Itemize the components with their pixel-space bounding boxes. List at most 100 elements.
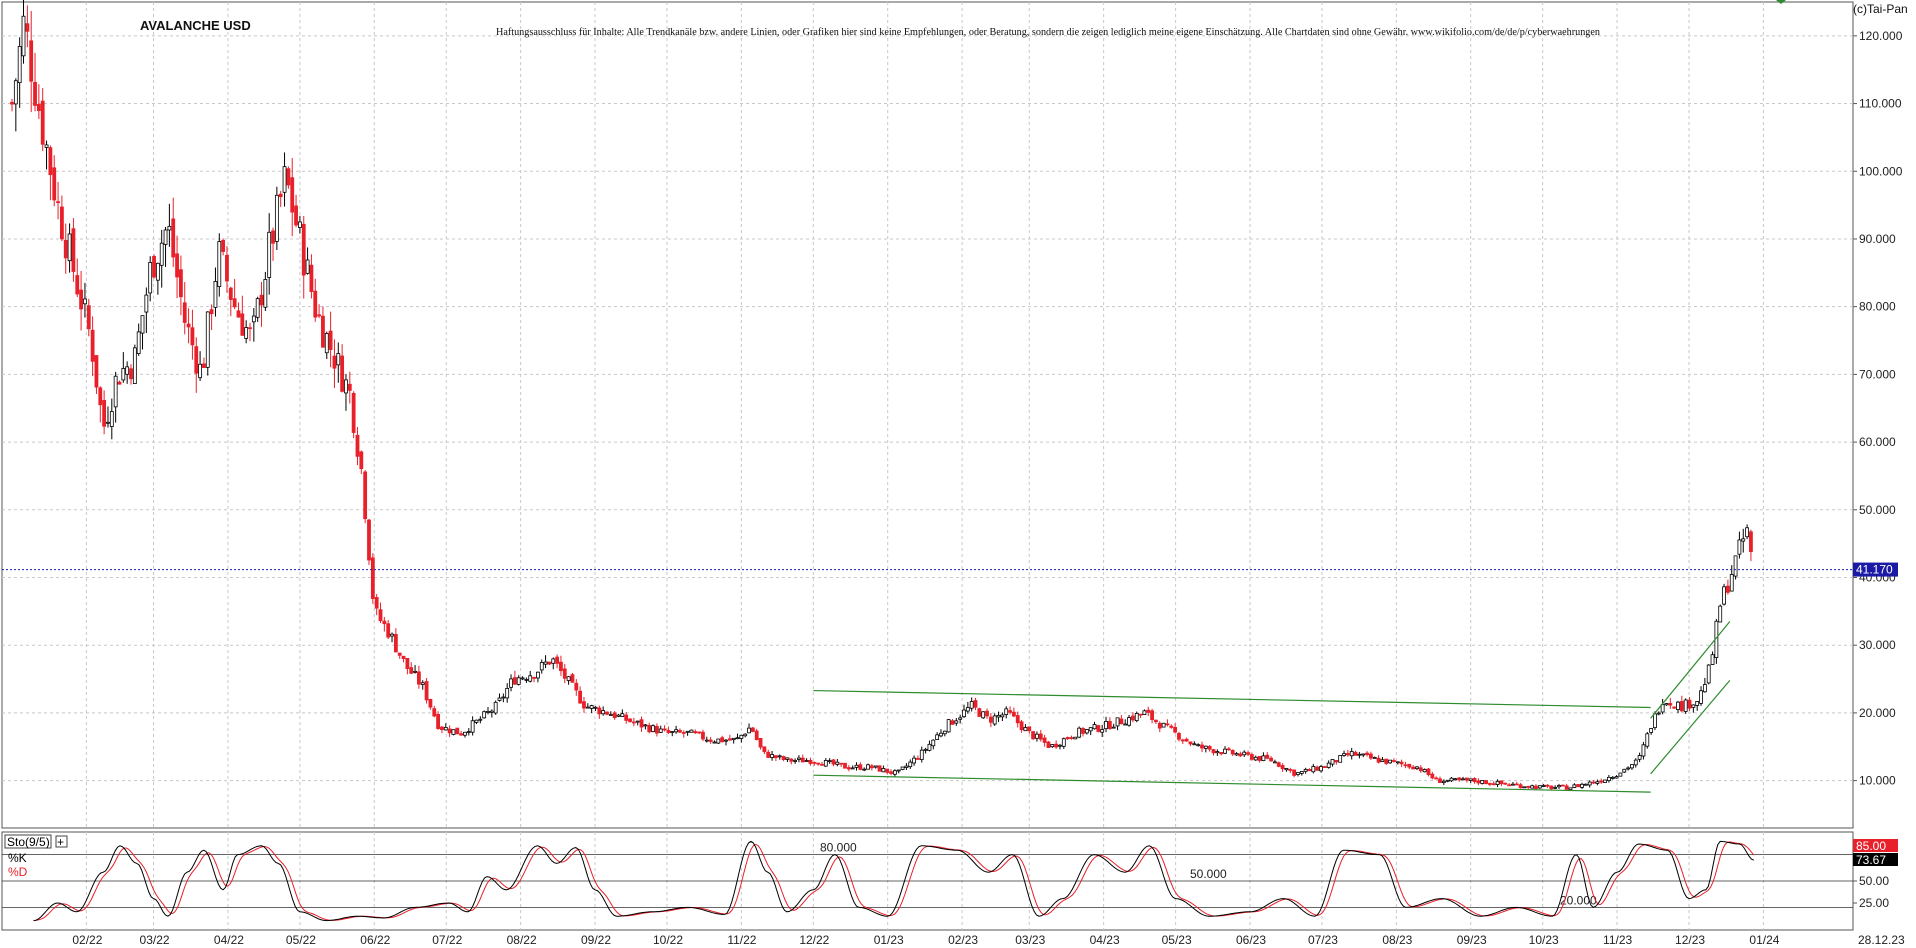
price-panel-frame xyxy=(1,1,1854,829)
candle-body xyxy=(1591,781,1596,784)
candle-body xyxy=(543,661,548,665)
candle-body xyxy=(939,732,943,737)
candle-body xyxy=(182,302,187,323)
candle-body xyxy=(1269,757,1273,762)
candle-body xyxy=(620,713,625,717)
candle-body xyxy=(117,381,122,385)
candle-body xyxy=(75,275,80,295)
candle-body xyxy=(1518,784,1523,789)
candle-body xyxy=(1203,745,1208,749)
candle-body xyxy=(1054,743,1059,748)
candle-body xyxy=(1142,710,1147,715)
candle-body xyxy=(693,731,698,734)
candle-body xyxy=(1188,741,1193,745)
candle-body xyxy=(282,166,287,193)
candle-body xyxy=(559,661,563,672)
candle-body xyxy=(704,739,709,742)
candle-body xyxy=(436,713,440,729)
price-axis: 10.00020.00030.00040.00050.00060.00070.0… xyxy=(1853,29,1903,788)
y-tick-label: 70.000 xyxy=(1859,367,1896,381)
candle-body xyxy=(240,313,245,336)
candle-body xyxy=(1238,753,1243,757)
candle-body xyxy=(470,720,475,733)
candle-body xyxy=(336,353,341,366)
trend-line[interactable] xyxy=(813,689,1651,709)
candle-body xyxy=(386,623,391,638)
candle-body xyxy=(1507,784,1511,787)
indicator-expand-button[interactable] xyxy=(55,835,68,848)
candle-body xyxy=(877,765,882,772)
candle-body xyxy=(1476,780,1481,784)
candle-body xyxy=(501,696,506,699)
candle-body xyxy=(912,757,916,764)
candle-body xyxy=(981,711,986,719)
candle-body xyxy=(612,712,617,719)
candle-body xyxy=(71,228,76,272)
candle-body xyxy=(21,15,26,57)
candle-body xyxy=(1369,753,1373,759)
trend-line[interactable] xyxy=(1650,680,1731,775)
candle-body xyxy=(846,767,851,770)
candle-body xyxy=(1169,725,1174,728)
trend-line[interactable] xyxy=(813,774,1651,793)
d-value-badge xyxy=(1853,839,1898,852)
candle-body xyxy=(1553,786,1558,789)
trend-line[interactable] xyxy=(1650,621,1731,719)
candle-body xyxy=(440,726,444,731)
candle-body xyxy=(447,728,452,734)
indicator-legend-box xyxy=(4,834,52,849)
candle-body xyxy=(678,730,682,733)
y-tick-label: 90.000 xyxy=(1859,232,1896,246)
candle-body xyxy=(509,678,513,688)
candle-body xyxy=(812,761,817,764)
candle-body xyxy=(48,147,53,176)
candle-body xyxy=(1349,751,1354,757)
candle-body xyxy=(309,264,314,292)
candle-body xyxy=(424,681,429,701)
candle-body xyxy=(562,668,567,679)
candle-body xyxy=(1046,741,1051,748)
candle-body xyxy=(1399,761,1404,765)
candle-body xyxy=(1614,776,1619,779)
candle-body xyxy=(750,727,755,732)
candle-body xyxy=(148,262,153,294)
candle-body xyxy=(1096,725,1101,732)
d-value: 85.00 xyxy=(1856,839,1886,853)
x-tick-label: 08/23 xyxy=(1382,933,1412,947)
y-tick-label: 50.000 xyxy=(1859,503,1896,517)
candle-body xyxy=(397,652,402,656)
candle-body xyxy=(1061,738,1066,747)
candle-body xyxy=(712,741,717,744)
candle-body xyxy=(10,101,14,105)
candle-body xyxy=(881,768,886,773)
candle-body xyxy=(163,229,168,245)
candle-body xyxy=(512,677,517,685)
candle-body xyxy=(1180,739,1185,742)
candle-body xyxy=(1426,768,1431,776)
candle-body xyxy=(159,242,164,266)
candle-body xyxy=(1445,779,1450,782)
candle-body xyxy=(328,330,333,350)
candle-body xyxy=(255,298,260,318)
candle-body xyxy=(873,765,878,768)
candle-body xyxy=(459,733,464,736)
candle-body xyxy=(1449,777,1454,782)
candle-body xyxy=(1008,710,1012,713)
candle-body xyxy=(1718,605,1723,623)
candle-body xyxy=(1733,555,1738,577)
x-axis-end-label: 28.12.23 xyxy=(1858,933,1905,947)
candle-body xyxy=(935,734,940,740)
candle-body xyxy=(908,761,913,768)
candle-body xyxy=(1338,755,1343,763)
candle-body xyxy=(420,682,425,685)
candle-body xyxy=(451,729,456,735)
candle-body xyxy=(977,708,982,717)
candle-body xyxy=(1023,727,1028,732)
candle-body xyxy=(624,714,629,721)
candle-body xyxy=(413,670,417,673)
candle-body xyxy=(766,751,771,758)
x-tick-label: 10/23 xyxy=(1529,933,1559,947)
candle-body xyxy=(332,355,337,369)
candle-body xyxy=(574,682,579,691)
